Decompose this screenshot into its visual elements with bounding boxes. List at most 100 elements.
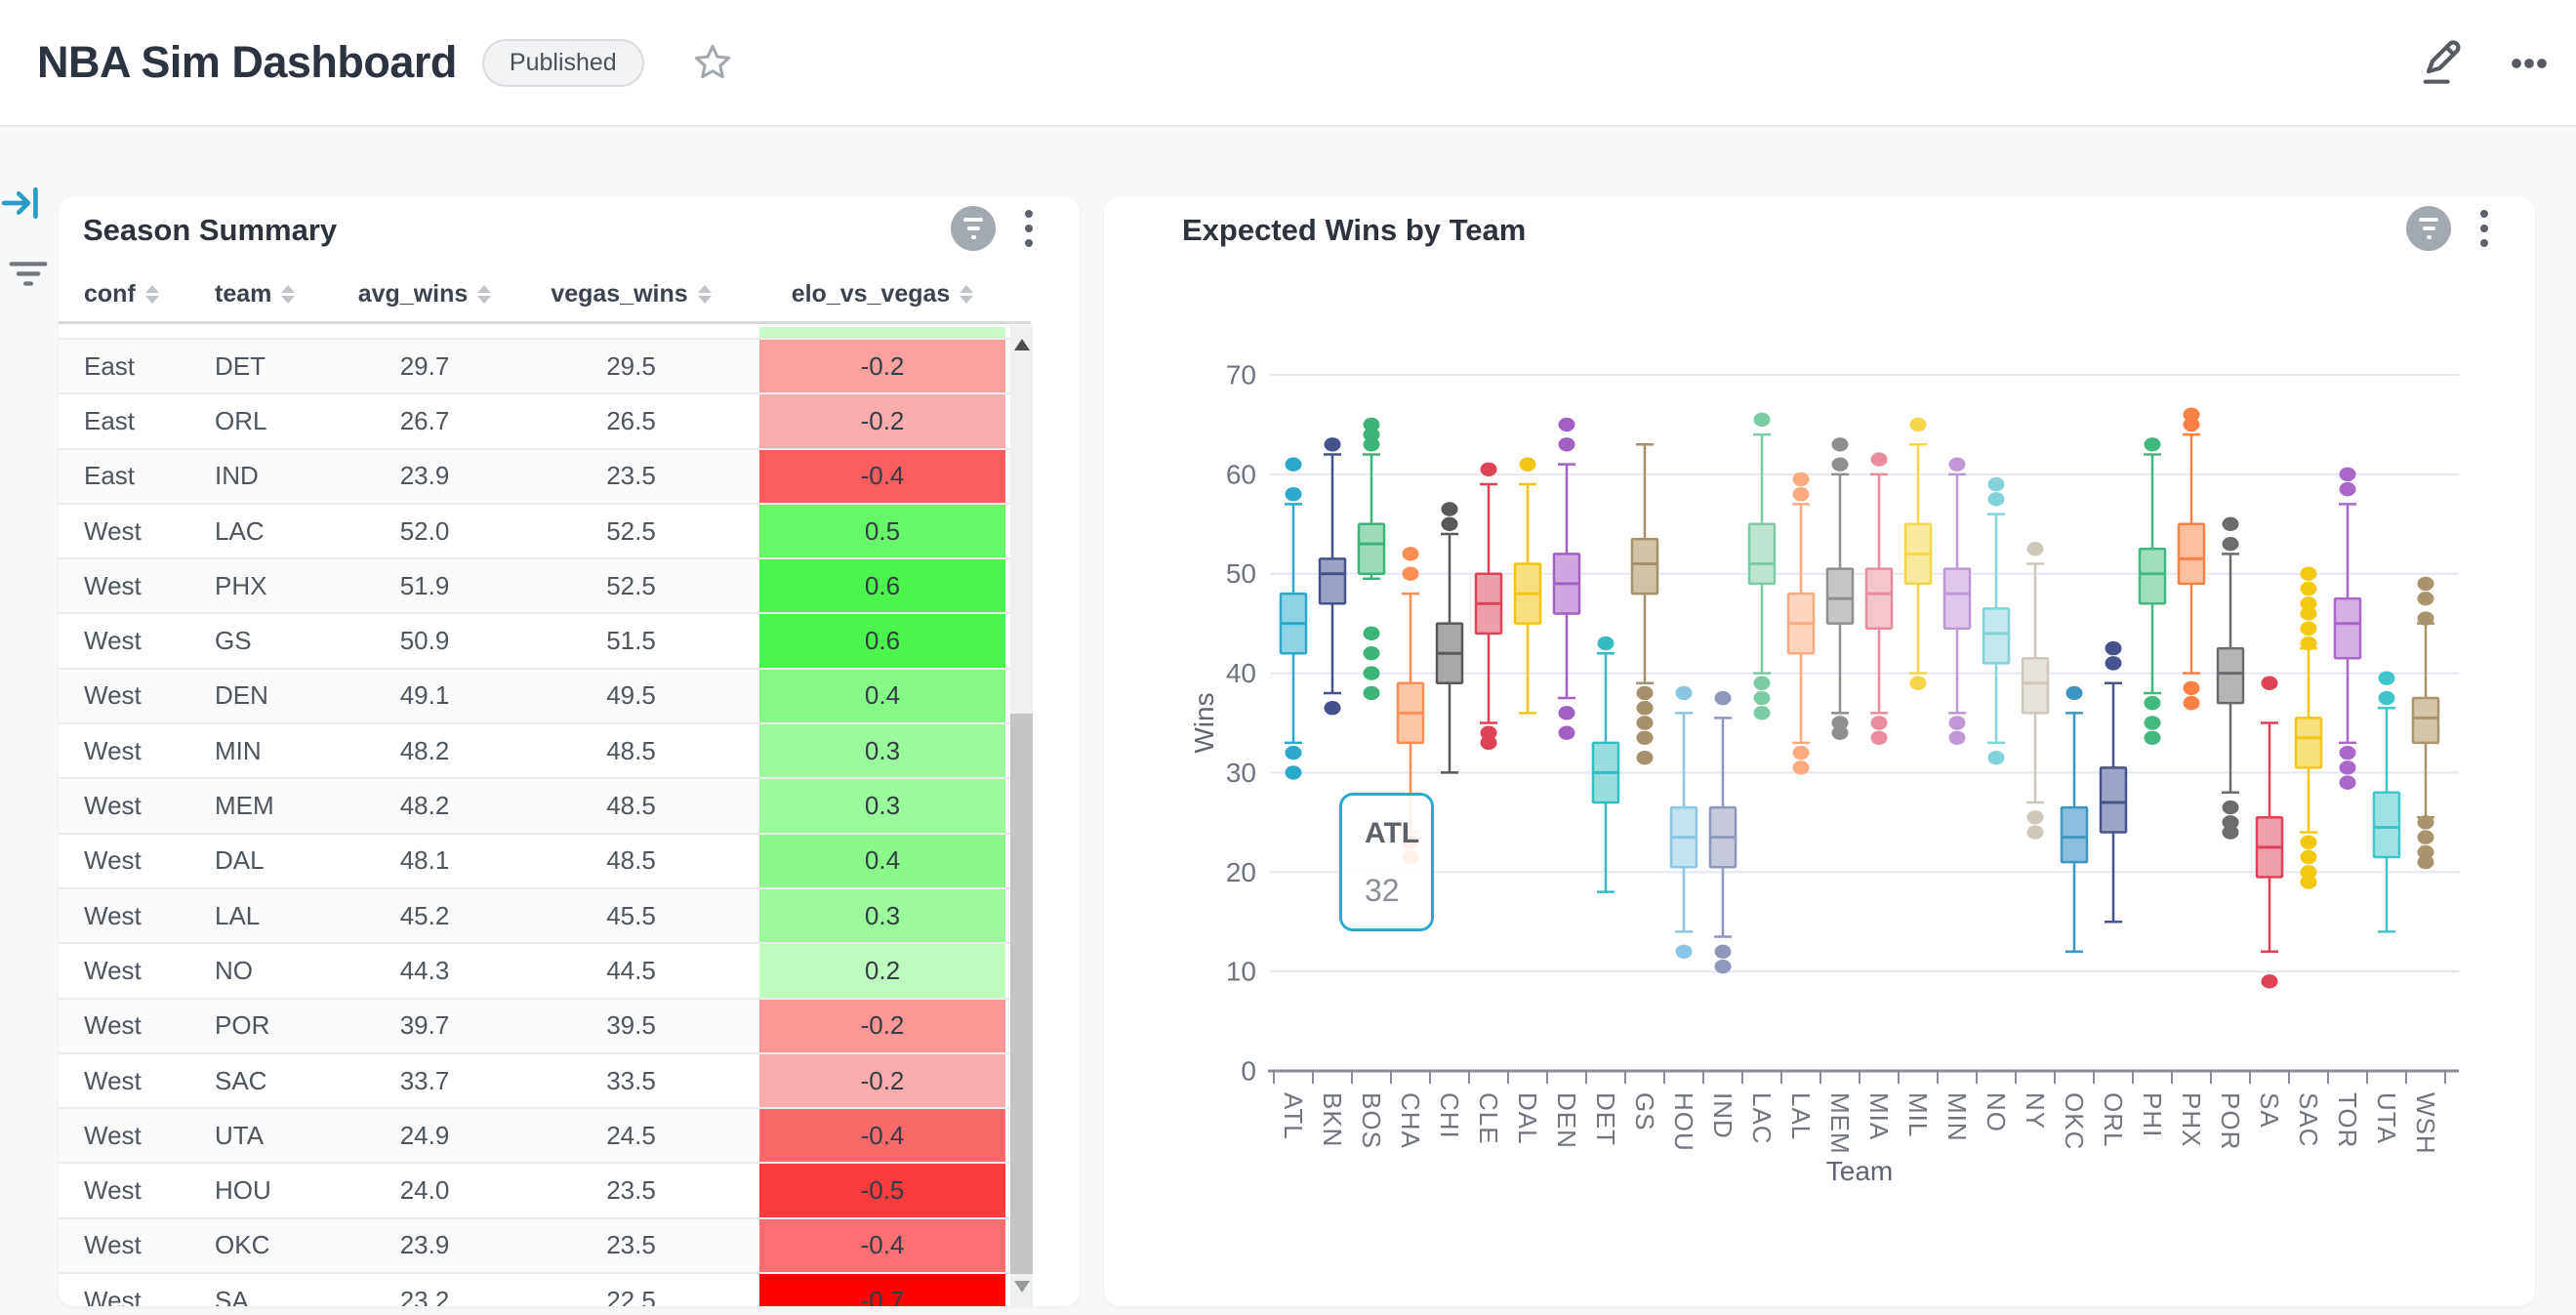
x-axis-title: Team bbox=[1826, 1156, 1893, 1186]
outlier-dot bbox=[1363, 666, 1380, 680]
sort-icon[interactable] bbox=[144, 285, 159, 304]
cell-conf: West bbox=[84, 1285, 142, 1306]
table-row[interactable]: West DEN 49.1 49.5 0.4 bbox=[59, 669, 1031, 725]
table-body: East DET 29.7 29.5 -0.2 East ORL 26.7 26.5 -0.2 Ea… bbox=[59, 327, 1031, 1306]
x-tick-label: MIA bbox=[1864, 1092, 1894, 1140]
table-row[interactable]: West HOU 24.0 23.5 -0.5 bbox=[59, 1164, 1031, 1219]
table-row[interactable]: West POR 39.7 39.5 -0.2 bbox=[59, 999, 1031, 1054]
kebab-menu-icon[interactable] bbox=[1019, 206, 1039, 251]
table-row[interactable]: West LAL 45.2 45.5 0.3 bbox=[59, 888, 1031, 945]
favorite-star-icon[interactable] bbox=[691, 41, 734, 84]
box bbox=[1318, 557, 1347, 605]
outlier-dot bbox=[1636, 730, 1654, 745]
header-actions bbox=[2416, 0, 2555, 127]
cell-vegas-wins: 24.5 bbox=[606, 1120, 656, 1150]
scrollbar-thumb[interactable] bbox=[1010, 714, 1033, 1274]
outlier-dot bbox=[1831, 716, 1849, 730]
column-header-elo-vs-vegas[interactable]: elo_vs_vegas bbox=[759, 280, 1005, 308]
outlier-dot bbox=[1909, 417, 1927, 432]
column-header-vegas-wins[interactable]: vegas_wins bbox=[503, 280, 759, 308]
cell-team: ORL bbox=[215, 405, 267, 435]
outlier-dot bbox=[2144, 730, 2161, 745]
cell-team: MEM bbox=[215, 791, 274, 821]
sort-icon[interactable] bbox=[281, 285, 296, 304]
cell-vegas-wins: 39.5 bbox=[606, 1010, 656, 1041]
partial-row bbox=[59, 327, 1031, 340]
column-header-team[interactable]: team bbox=[215, 280, 347, 308]
cell-team: DAL bbox=[215, 845, 265, 876]
outlier-dot bbox=[1831, 725, 1849, 740]
more-options-icon[interactable] bbox=[2504, 38, 2555, 89]
outlier-dot bbox=[1792, 487, 1810, 502]
outlier-dot bbox=[2105, 656, 2122, 671]
table-row[interactable]: West DAL 48.1 48.5 0.4 bbox=[59, 834, 1031, 889]
outlier-dot bbox=[2378, 690, 2395, 706]
cell-elo-vs-vegas: 0.4 bbox=[759, 834, 1005, 887]
x-tick-label: NY bbox=[2021, 1092, 2050, 1130]
table-scrollbar[interactable] bbox=[1010, 325, 1033, 1306]
filter-button[interactable] bbox=[2406, 206, 2451, 251]
sort-icon[interactable] bbox=[477, 285, 492, 304]
table-row[interactable]: West OKC 23.9 23.5 -0.4 bbox=[59, 1218, 1031, 1275]
x-tick-label: PHI bbox=[2138, 1092, 2167, 1137]
outlier-dot bbox=[1948, 457, 1966, 472]
table-row[interactable]: West NO 44.3 44.5 0.2 bbox=[59, 944, 1031, 1000]
season-summary-panel: Season Summary conf team avg_wins vegas_… bbox=[59, 197, 1080, 1306]
y-tick-label: 50 bbox=[1226, 558, 1256, 589]
cell-team: MIN bbox=[215, 735, 262, 765]
x-tick-label: POR bbox=[2216, 1092, 2245, 1150]
expand-panel-icon[interactable] bbox=[0, 182, 43, 225]
kebab-menu-icon[interactable] bbox=[2474, 206, 2494, 251]
edit-icon[interactable] bbox=[2416, 38, 2467, 89]
outlier-dot bbox=[2144, 716, 2161, 730]
column-header-avg-wins[interactable]: avg_wins bbox=[347, 280, 503, 308]
cell-vegas-wins: 22.5 bbox=[606, 1285, 656, 1306]
scroll-down-arrow[interactable] bbox=[1014, 1281, 1030, 1293]
filter-button[interactable] bbox=[951, 206, 996, 251]
table-row[interactable]: West UTA 24.9 24.5 -0.4 bbox=[59, 1109, 1031, 1165]
table-row[interactable]: West MEM 48.2 48.5 0.3 bbox=[59, 779, 1031, 835]
table-row[interactable]: East DET 29.7 29.5 -0.2 bbox=[59, 340, 1031, 395]
filter-rail-icon[interactable] bbox=[6, 250, 51, 295]
x-tick-label: TOR bbox=[2333, 1092, 2362, 1148]
x-tick-label: CHA bbox=[1396, 1092, 1425, 1149]
cell-team: NO bbox=[215, 955, 253, 985]
x-tick-label: SAC bbox=[2294, 1092, 2323, 1147]
table-row[interactable]: West SAC 33.7 33.5 -0.2 bbox=[59, 1053, 1031, 1110]
scroll-up-arrow[interactable] bbox=[1014, 339, 1030, 350]
box-plot-chart[interactable]: 0 10 20 30 40 50 60 70 Wins ATL BKN BOS CHA CHI CLE DAL… bbox=[1104, 197, 2535, 1306]
cell-team: PHX bbox=[215, 570, 267, 600]
outlier-dot bbox=[1714, 944, 1732, 959]
table-row[interactable]: East IND 23.9 23.5 -0.4 bbox=[59, 449, 1031, 505]
table-row[interactable]: West MIN 48.2 48.5 0.3 bbox=[59, 724, 1031, 780]
cell-team: OKC bbox=[215, 1230, 270, 1260]
cell-vegas-wins: 23.5 bbox=[606, 1230, 656, 1260]
sort-icon[interactable] bbox=[960, 285, 974, 304]
x-tick-label: BKN bbox=[1318, 1092, 1347, 1147]
cell-vegas-wins: 48.5 bbox=[606, 791, 656, 821]
outlier-dot bbox=[1675, 944, 1693, 959]
outlier-dot bbox=[1636, 716, 1654, 730]
chart-panel-title: Expected Wins by Team bbox=[1182, 213, 1527, 247]
x-tick-label: PHX bbox=[2177, 1092, 2206, 1147]
cell-elo-vs-vegas: -0.4 bbox=[759, 1109, 1005, 1163]
outlier-dot bbox=[1753, 690, 1771, 706]
sort-icon[interactable] bbox=[697, 285, 712, 304]
cell-vegas-wins: 33.5 bbox=[606, 1065, 656, 1095]
cell-vegas-wins: 23.5 bbox=[606, 1175, 656, 1206]
table-row[interactable]: West LAC 52.0 52.5 0.5 bbox=[59, 504, 1031, 560]
outlier-dot bbox=[2300, 849, 2317, 865]
outlier-dot bbox=[1636, 750, 1654, 765]
table-row[interactable]: West SA 23.2 22.5 -0.7 bbox=[59, 1274, 1031, 1306]
outlier-dot bbox=[1558, 725, 1575, 740]
outlier-dot bbox=[2378, 671, 2395, 685]
table-row[interactable]: West PHX 51.9 52.5 0.6 bbox=[59, 559, 1031, 615]
table-row[interactable]: East ORL 26.7 26.5 -0.2 bbox=[59, 394, 1031, 450]
outlier-dot bbox=[1558, 437, 1575, 452]
cell-vegas-wins: 49.5 bbox=[606, 680, 656, 711]
table-row[interactable]: West GS 50.9 51.5 0.6 bbox=[59, 614, 1031, 670]
box bbox=[1982, 607, 2011, 665]
outlier-dot bbox=[1402, 547, 1419, 561]
x-tick-label: NO bbox=[1982, 1092, 2011, 1132]
column-header-conf[interactable]: conf bbox=[84, 280, 215, 308]
